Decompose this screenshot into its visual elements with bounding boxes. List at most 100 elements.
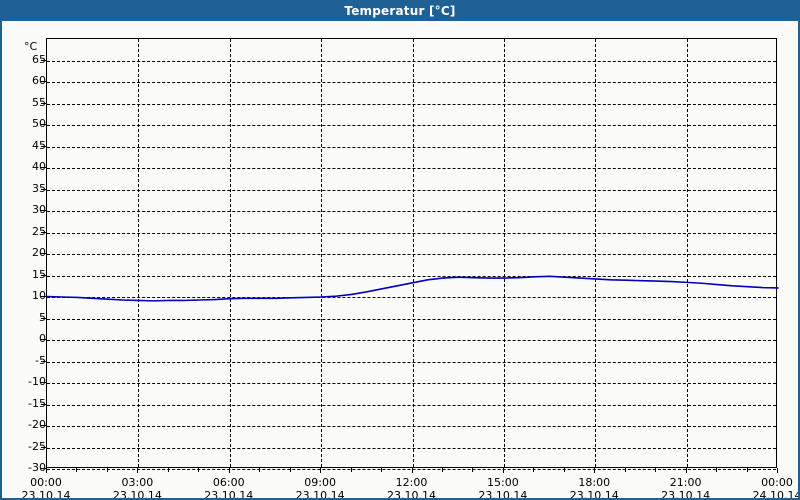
y-axis-tick-mark	[41, 188, 46, 190]
x-axis-tick-time: 00:00	[761, 476, 793, 489]
gridline-horizontal	[47, 318, 776, 320]
y-axis-tick-mark	[41, 253, 46, 254]
gridline-vertical	[412, 39, 414, 467]
y-axis-tick-label: -30	[28, 461, 46, 474]
x-axis-tick-label: 03:00 23.10.14	[97, 476, 177, 500]
y-axis-tick-label: 40	[32, 160, 46, 173]
x-axis-tick-mark	[46, 468, 47, 473]
gridline-horizontal	[47, 340, 776, 341]
y-axis-tick-label: -10	[28, 375, 46, 388]
gridline-horizontal	[47, 447, 776, 449]
y-axis-tick-label: 30	[32, 203, 46, 216]
y-axis-tick-label: 25	[32, 224, 46, 238]
y-axis-tick-mark	[41, 231, 46, 233]
x-axis-tick-time: 15:00	[487, 476, 519, 489]
x-axis-tick-mark	[350, 468, 352, 472]
gridline-vertical	[321, 39, 323, 467]
x-axis-tick-date: 23.10.14	[387, 489, 436, 500]
y-axis-tick-mark	[41, 403, 46, 405]
temperature-line-series	[47, 39, 776, 467]
y-axis-tick-label: -20	[28, 418, 46, 431]
y-axis-unit-label: °C	[24, 40, 38, 53]
x-axis-tick-mark	[198, 468, 200, 472]
gridline-horizontal	[47, 189, 776, 191]
x-axis-tick-date: 23.10.14	[295, 489, 345, 500]
gridline-vertical	[229, 39, 231, 467]
y-axis-tick-mark	[41, 425, 46, 426]
x-axis-tick-mark	[533, 468, 535, 472]
y-axis-tick-label: 35	[32, 181, 46, 195]
y-axis-tick-label: -15	[28, 396, 46, 410]
x-axis-tick-time: 18:00	[578, 476, 611, 489]
x-axis-tick-time: 06:00	[212, 476, 245, 489]
gridline-vertical	[686, 39, 688, 467]
y-axis-tick-label: 10	[32, 289, 46, 302]
x-axis-tick-date: 23.10.14	[21, 489, 71, 500]
x-axis-tick-date: 23.10.14	[204, 489, 254, 500]
gridline-horizontal	[47, 275, 776, 277]
x-axis-tick-mark	[137, 468, 139, 473]
x-axis-tick-label: 18:00 23.10.14	[554, 476, 634, 500]
gridline-horizontal	[47, 426, 776, 427]
x-axis-tick-date: 24.10.14	[752, 489, 800, 500]
y-axis-tick-label: 60	[32, 74, 46, 87]
y-axis-tick-label: -25	[28, 439, 46, 453]
chart-area: °C 65 60 55 50 45 40 35 30 25 20 15 10 5 0 -5 -10 -15 -20…	[2, 21, 798, 498]
window-title-bar: Temperatur [°C]	[2, 0, 798, 21]
x-axis-tick-date: 23.10.14	[569, 489, 619, 500]
y-axis-tick-mark	[41, 446, 46, 448]
y-axis-tick-mark	[41, 145, 46, 147]
gridline-horizontal	[47, 232, 776, 234]
y-axis-tick-label: 20	[32, 246, 46, 259]
gridline-horizontal	[47, 297, 776, 298]
y-axis-tick-mark	[41, 59, 46, 61]
y-axis-tick-label: 65	[32, 52, 46, 66]
gridline-vertical	[503, 39, 505, 467]
x-axis-tick-time: 00:00	[30, 476, 62, 489]
gridline-horizontal	[47, 146, 776, 148]
x-axis-tick-label: 21:00 23.10.14	[646, 476, 726, 500]
y-axis-tick-label: -5	[35, 353, 46, 367]
x-axis-tick-mark	[594, 468, 596, 473]
y-axis-tick-label: 0	[39, 332, 46, 345]
x-axis-tick-mark	[502, 468, 504, 473]
y-axis-tick-mark	[41, 382, 46, 383]
x-axis-tick-mark	[777, 468, 778, 473]
x-axis-tick-mark	[106, 468, 108, 472]
x-axis-tick-label: 09:00 23.10.14	[280, 476, 360, 500]
x-axis-tick-date: 23.10.14	[478, 489, 528, 500]
x-axis-tick-mark	[167, 468, 169, 472]
x-axis-tick-mark	[259, 468, 261, 472]
x-axis-tick-mark	[472, 468, 474, 472]
x-axis-tick-mark	[655, 468, 657, 472]
gridline-vertical	[595, 39, 597, 467]
gridline-horizontal	[47, 383, 776, 384]
gridline-horizontal	[47, 168, 776, 169]
y-axis-tick-mark	[41, 360, 46, 362]
y-axis-tick-mark	[41, 274, 46, 276]
x-axis-tick-date: 23.10.14	[661, 489, 711, 500]
gridline-horizontal	[47, 254, 776, 255]
x-axis-tick-mark	[289, 468, 291, 472]
x-axis-tick-mark	[716, 468, 718, 472]
y-axis-tick-mark	[41, 167, 46, 168]
x-axis-tick-label: 00:00 24.10.14	[737, 476, 800, 500]
y-axis-tick-label: 45	[32, 138, 46, 152]
x-axis-tick-label: 00:00 23.10.14	[6, 476, 86, 500]
gridline-horizontal	[47, 469, 776, 470]
gridline-horizontal	[47, 211, 776, 212]
y-axis-tick-label: 50	[32, 117, 46, 130]
y-axis-tick-mark	[41, 317, 46, 319]
x-axis-tick-mark	[320, 468, 322, 473]
gridline-horizontal	[47, 125, 776, 126]
y-axis-tick-label: 55	[32, 95, 46, 109]
x-axis-tick-mark	[441, 468, 443, 472]
x-axis-tick-date: 23.10.14	[112, 489, 162, 500]
y-axis-tick-mark	[41, 296, 46, 297]
x-axis-tick-time: 03:00	[121, 476, 154, 489]
x-axis-tick-label: 12:00 23.10.14	[372, 476, 452, 500]
gridline-horizontal	[47, 82, 776, 83]
x-axis-tick-time: 12:00	[395, 476, 428, 489]
y-axis-tick-mark	[41, 102, 46, 104]
